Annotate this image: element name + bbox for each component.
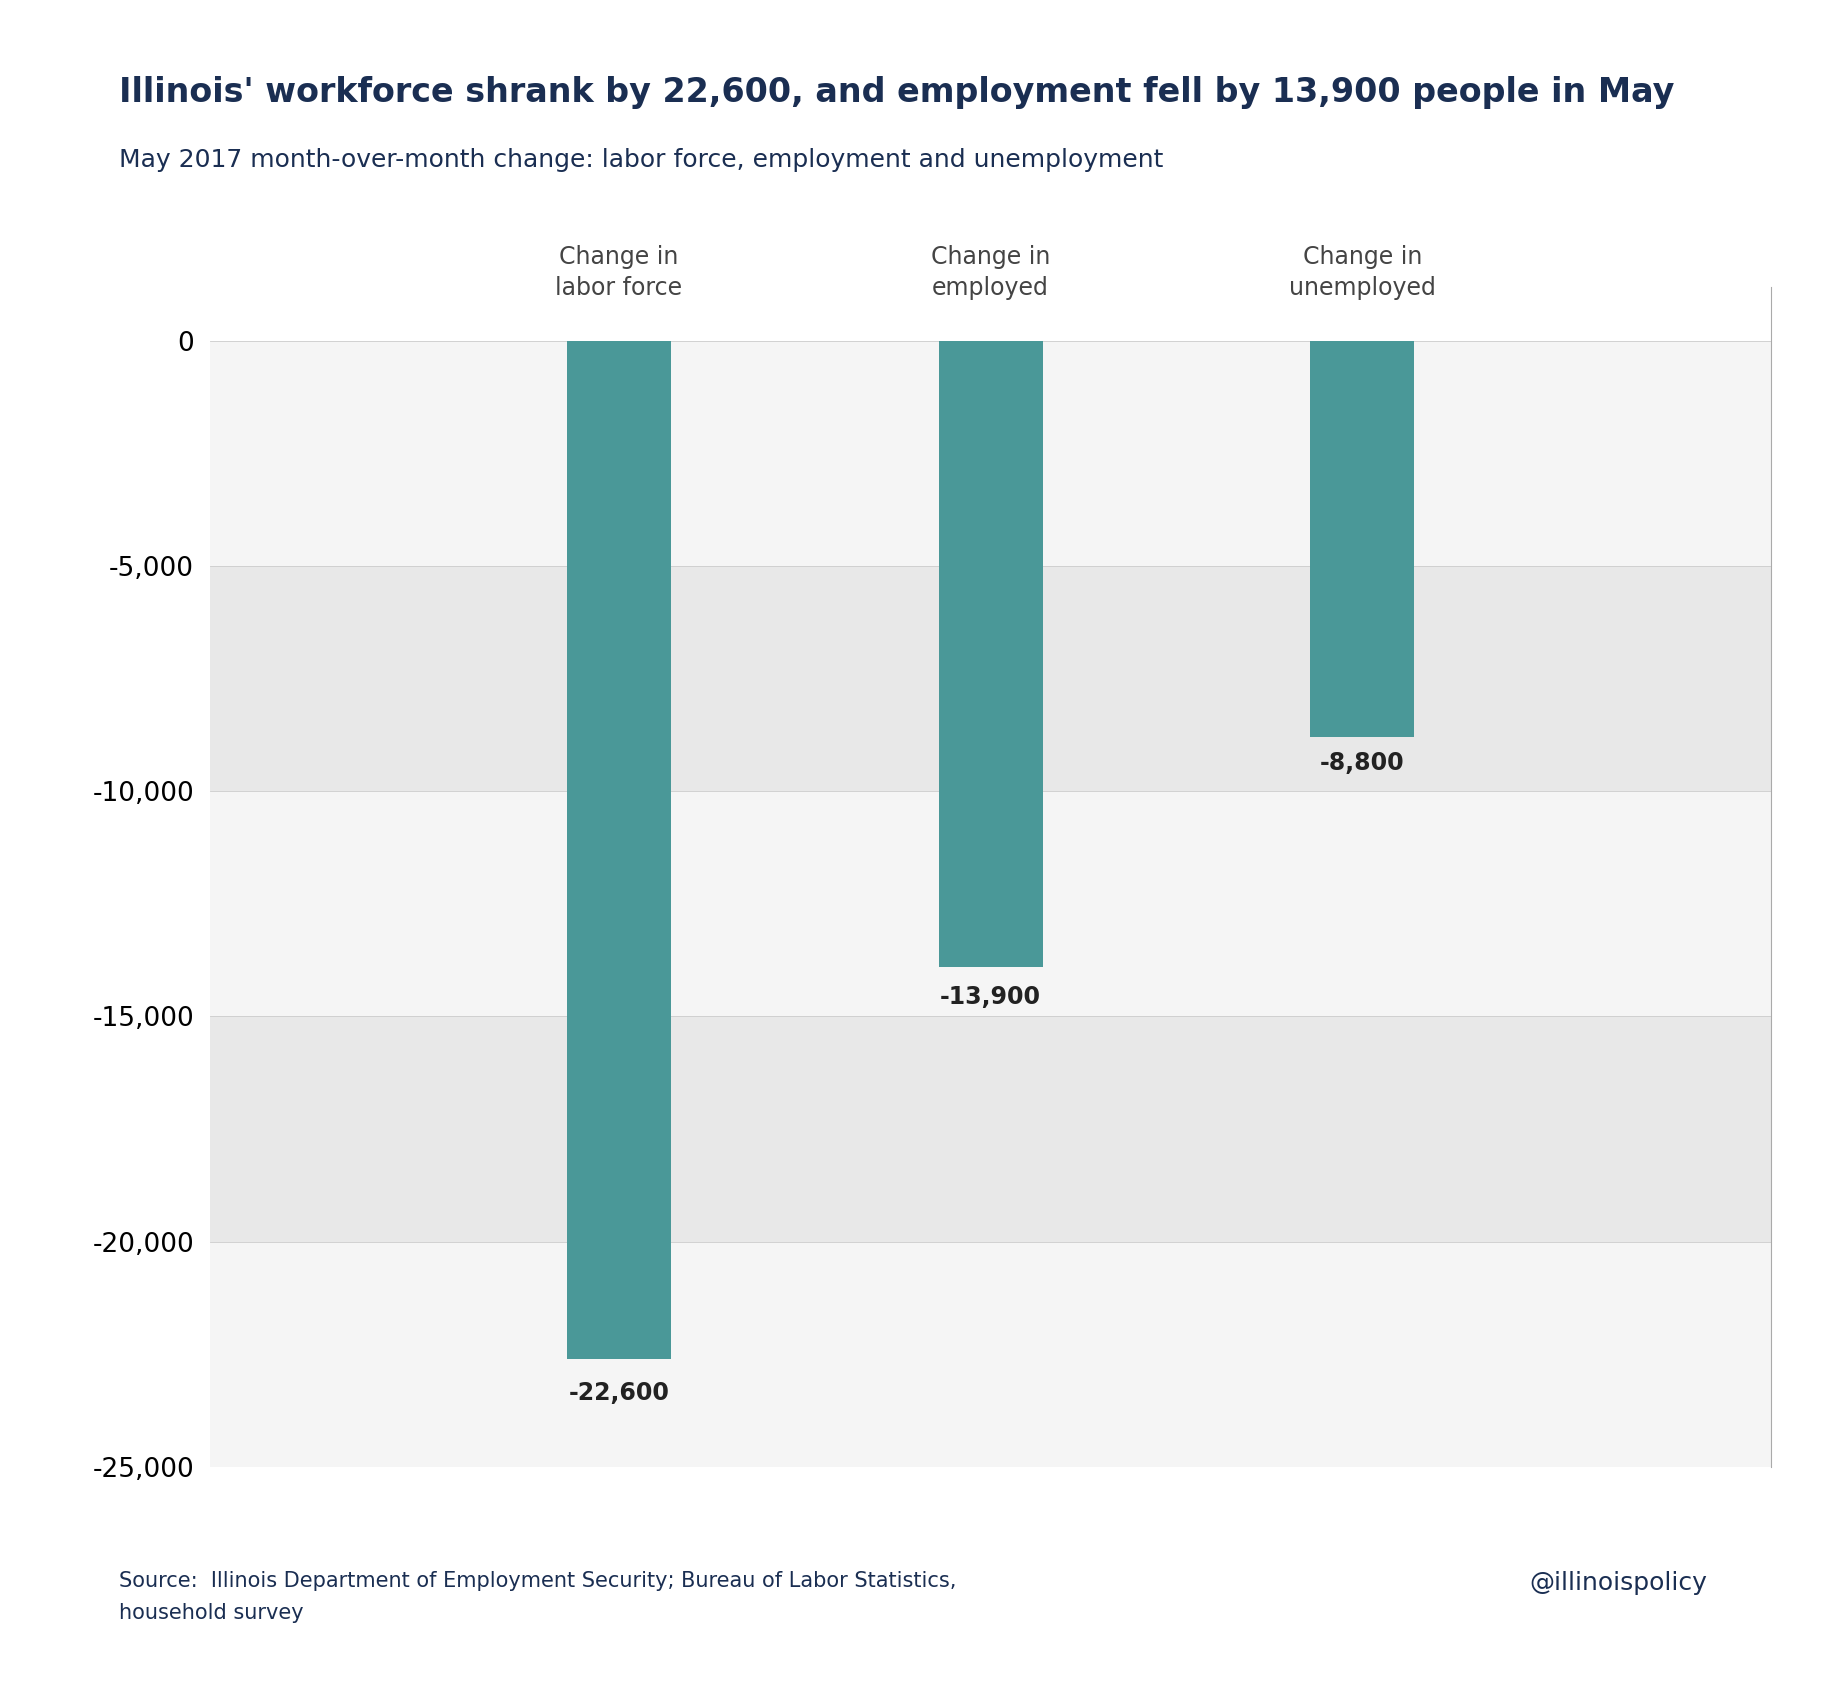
Bar <box>1311 341 1415 737</box>
Text: -8,800: -8,800 <box>1320 750 1404 774</box>
Text: -22,600: -22,600 <box>568 1381 670 1404</box>
Text: Change in
unemployed: Change in unemployed <box>1289 244 1435 300</box>
Text: -13,900: -13,900 <box>940 985 1041 1008</box>
Text: May 2017 month-over-month change: labor force, employment and unemployment: May 2017 month-over-month change: labor … <box>119 148 1163 172</box>
Text: @illinoispolicy: @illinoispolicy <box>1530 1571 1707 1595</box>
Bar <box>939 341 1043 966</box>
Bar <box>566 341 670 1359</box>
Bar <box>210 791 1771 1017</box>
Bar <box>210 1017 1771 1241</box>
Bar <box>210 341 1771 566</box>
Bar <box>210 1241 1771 1467</box>
Text: Source:  Illinois Department of Employment Security; Bureau of Labor Statistics,: Source: Illinois Department of Employmen… <box>119 1571 957 1622</box>
Text: Illinois' workforce shrank by 22,600, and employment fell by 13,900 people in Ma: Illinois' workforce shrank by 22,600, an… <box>119 76 1674 110</box>
Text: Change in
employed: Change in employed <box>931 244 1050 300</box>
Bar <box>210 566 1771 791</box>
Text: Change in
labor force: Change in labor force <box>555 244 683 300</box>
